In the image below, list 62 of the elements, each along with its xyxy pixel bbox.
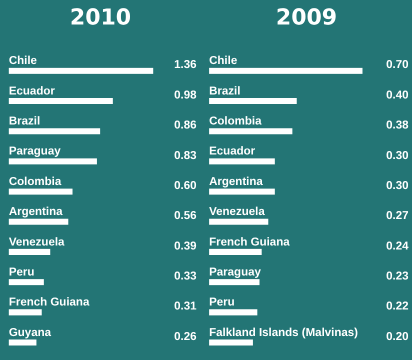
y-tick-label: Peru bbox=[8, 266, 34, 278]
y-tick-label: Argentina bbox=[8, 206, 64, 218]
data-label: 0.27 bbox=[386, 210, 409, 222]
data-label: 0.39 bbox=[174, 240, 197, 252]
chart-title: 2010 bbox=[70, 6, 132, 30]
data-label: 0.56 bbox=[174, 210, 197, 222]
chart-title: 2009 bbox=[276, 6, 338, 30]
data-label: 0.60 bbox=[174, 180, 197, 192]
bar bbox=[8, 248, 50, 255]
y-tick-label: Guyana bbox=[8, 326, 52, 339]
y-tick-label: French Guiana bbox=[209, 236, 290, 248]
y-tick-label: Chile bbox=[209, 55, 238, 68]
data-label: 0.38 bbox=[386, 120, 410, 132]
bar bbox=[209, 339, 253, 346]
y-tick-label: Venezuela bbox=[8, 236, 66, 248]
bar bbox=[209, 68, 362, 74]
y-tick-label: Ecuador bbox=[8, 85, 56, 98]
y-tick-label: Colombia bbox=[8, 176, 62, 188]
data-label: 0.22 bbox=[386, 300, 409, 313]
bar bbox=[209, 309, 258, 316]
bar bbox=[8, 339, 36, 346]
data-label: 0.24 bbox=[386, 240, 410, 252]
data-label: 0.33 bbox=[174, 270, 197, 282]
data-label: 0.20 bbox=[386, 330, 409, 343]
data-label: 0.83 bbox=[174, 150, 197, 162]
data-label: 0.26 bbox=[174, 330, 197, 343]
data-label: 0.30 bbox=[386, 150, 409, 162]
y-tick-label: Venezuela bbox=[209, 206, 266, 218]
data-label: 0.23 bbox=[386, 270, 409, 282]
data-label: 0.86 bbox=[174, 120, 197, 132]
y-tick-label: Peru bbox=[209, 296, 235, 309]
bar bbox=[8, 188, 73, 195]
y-tick-label: Brazil bbox=[209, 85, 240, 98]
y-tick-label: Paraguay bbox=[209, 266, 262, 278]
data-label: 0.40 bbox=[386, 89, 409, 102]
y-tick-label: Falkland Islands (Malvinas) bbox=[209, 326, 358, 339]
bar bbox=[209, 128, 292, 134]
data-label: 0.70 bbox=[386, 59, 409, 72]
bar bbox=[8, 158, 97, 164]
bar bbox=[209, 248, 262, 255]
y-tick-label: Paraguay bbox=[8, 146, 62, 158]
bar bbox=[209, 279, 260, 286]
data-label: 1.36 bbox=[174, 59, 197, 72]
bar bbox=[8, 128, 100, 134]
bar bbox=[209, 98, 297, 104]
bar bbox=[8, 309, 42, 316]
y-tick-label: Colombia bbox=[209, 116, 262, 128]
data-label: 0.98 bbox=[174, 89, 198, 102]
data-label: 0.30 bbox=[386, 180, 409, 192]
y-tick-label: Chile bbox=[8, 55, 37, 68]
bar bbox=[8, 98, 113, 104]
y-tick-label: French Guiana bbox=[8, 296, 90, 309]
y-tick-label: Argentina bbox=[209, 176, 264, 188]
bar bbox=[209, 218, 268, 225]
y-tick-label: Ecuador bbox=[209, 146, 256, 158]
bar bbox=[8, 279, 44, 286]
data-label: 0.31 bbox=[174, 300, 198, 313]
bar bbox=[8, 218, 68, 225]
bar bbox=[209, 158, 275, 164]
bar bbox=[8, 68, 154, 74]
bar bbox=[209, 188, 275, 195]
y-tick-label: Brazil bbox=[8, 116, 40, 128]
